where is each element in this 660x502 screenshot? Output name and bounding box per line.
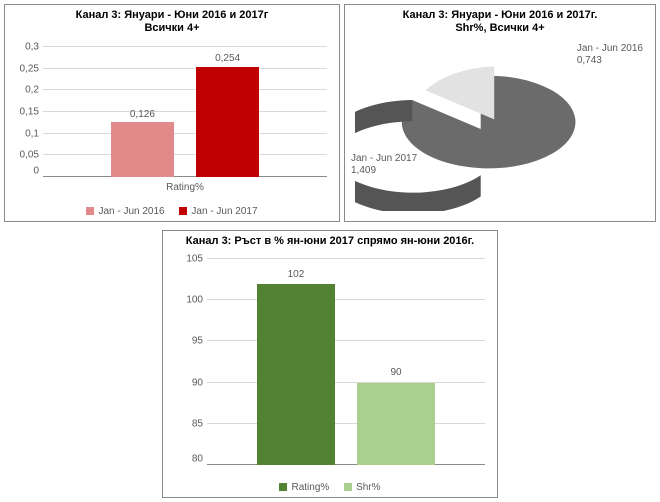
bar-chart-rating: Канал 3: Януари - Юни 2016 и 2017г Всичк…	[4, 4, 340, 222]
legend-item-shr: Shr%	[344, 482, 380, 493]
gridline	[43, 68, 327, 69]
legend-item-2016: Jan - Jun 2016	[86, 206, 164, 217]
ytick: 0,2	[13, 85, 39, 96]
gridline	[43, 46, 327, 47]
pie-chart-share: Канал 3: Януари - Юни 2016 и 2017г. Shr%…	[344, 4, 656, 222]
title-line2: Всички 4+	[144, 22, 199, 34]
title-line2: Shr%, Всички 4+	[455, 22, 544, 34]
legend-swatch	[86, 207, 94, 215]
gridline	[207, 299, 485, 300]
gridline	[43, 133, 327, 134]
ytick: 0	[13, 166, 39, 177]
legend-swatch	[279, 483, 287, 491]
legend-label: Rating%	[291, 482, 329, 493]
ytick: 0,05	[13, 150, 39, 161]
chart-title: Канал 3: Ръст в % ян-юни 2017 спрямо ян-…	[163, 235, 497, 248]
ytick: 0,25	[13, 63, 39, 74]
ytick: 85	[173, 418, 203, 429]
pie-callout-2016: Jan - Jun 2016 0,743	[577, 43, 643, 67]
ytick: 0,15	[13, 107, 39, 118]
bar-2017	[196, 67, 258, 177]
bar-label-shr: 90	[376, 367, 416, 378]
title-line1: Канал 3: Януари - Юни 2016 и 2017г	[76, 9, 269, 21]
title-line1: Канал 3: Януари - Юни 2016 и 2017г.	[403, 9, 598, 21]
chart-title: Канал 3: Януари - Юни 2016 и 2017г. Shr%…	[345, 9, 655, 35]
ytick: 90	[173, 377, 203, 388]
legend-label: Jan - Jun 2017	[191, 206, 257, 217]
legend-swatch	[179, 207, 187, 215]
callout-value: 1,409	[351, 165, 376, 176]
bar-label-2017: 0,254	[198, 53, 258, 64]
baseline	[43, 176, 327, 177]
gridline	[43, 111, 327, 112]
legend-label: Shr%	[356, 482, 380, 493]
plot-area: 0 0,05 0,1 0,15 0,2 0,25 0,3 0,126 0,254…	[43, 47, 327, 177]
ytick: 95	[173, 336, 203, 347]
legend-item-2017: Jan - Jun 2017	[179, 206, 257, 217]
chart-title: Канал 3: Януари - Юни 2016 и 2017г Всичк…	[5, 9, 339, 35]
gridline	[207, 340, 485, 341]
bar-rating	[257, 284, 335, 465]
legend-label: Jan - Jun 2016	[98, 206, 164, 217]
legend-item-rating: Rating%	[279, 482, 329, 493]
bar-2016	[111, 122, 173, 177]
legend: Rating% Shr%	[163, 482, 497, 493]
bar-chart-growth: Канал 3: Ръст в % ян-юни 2017 спрямо ян-…	[162, 230, 498, 498]
gridline	[207, 382, 485, 383]
pie-svg	[355, 47, 645, 211]
baseline	[207, 464, 485, 465]
ytick: 0,3	[13, 42, 39, 53]
bar-label-2016: 0,126	[112, 109, 172, 120]
callout-name: Jan - Jun 2017	[351, 153, 417, 164]
bar-label-rating: 102	[276, 269, 316, 280]
bar-shr	[357, 383, 435, 465]
plot-area: 80 85 90 95 100 105 102 90	[207, 259, 485, 465]
x-axis-label: Rating%	[43, 182, 327, 193]
gridline	[207, 258, 485, 259]
ytick: 80	[173, 454, 203, 465]
ytick: 105	[173, 254, 203, 265]
callout-name: Jan - Jun 2016	[577, 43, 643, 54]
gridline	[207, 423, 485, 424]
pie-callout-2017: Jan - Jun 2017 1,409	[351, 153, 417, 177]
gridline	[43, 154, 327, 155]
ytick: 0,1	[13, 128, 39, 139]
callout-value: 0,743	[577, 55, 602, 66]
ytick: 100	[173, 295, 203, 306]
legend: Jan - Jun 2016 Jan - Jun 2017	[5, 206, 339, 217]
pie-area: Jan - Jun 2016 0,743 Jan - Jun 2017 1,40…	[355, 47, 645, 211]
legend-swatch	[344, 483, 352, 491]
gridline	[43, 89, 327, 90]
